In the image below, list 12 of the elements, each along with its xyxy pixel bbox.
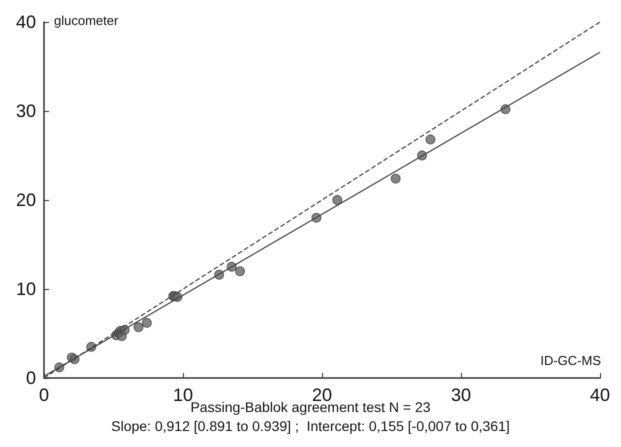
x-tick-label: 30 <box>450 385 472 405</box>
y-tick-label: 0 <box>26 368 36 388</box>
x-axis-title: ID-GC-MS <box>540 353 602 368</box>
x-tick-label: 40 <box>590 385 610 405</box>
x-tick-label: 20 <box>312 385 332 405</box>
y-axis-title: glucometer <box>54 13 119 28</box>
text: Slope: 0,912 [0.891 to 0.939] ; Intercept: 0,155 [-0,007 to 0,361] <box>111 418 510 434</box>
y-tick-label: 30 <box>16 101 36 121</box>
y-tick-label: 20 <box>16 190 36 210</box>
y-tick-label: 10 <box>16 279 36 299</box>
x-tick-label: 0 <box>38 385 50 405</box>
y-tick-label: 40 <box>16 12 36 32</box>
